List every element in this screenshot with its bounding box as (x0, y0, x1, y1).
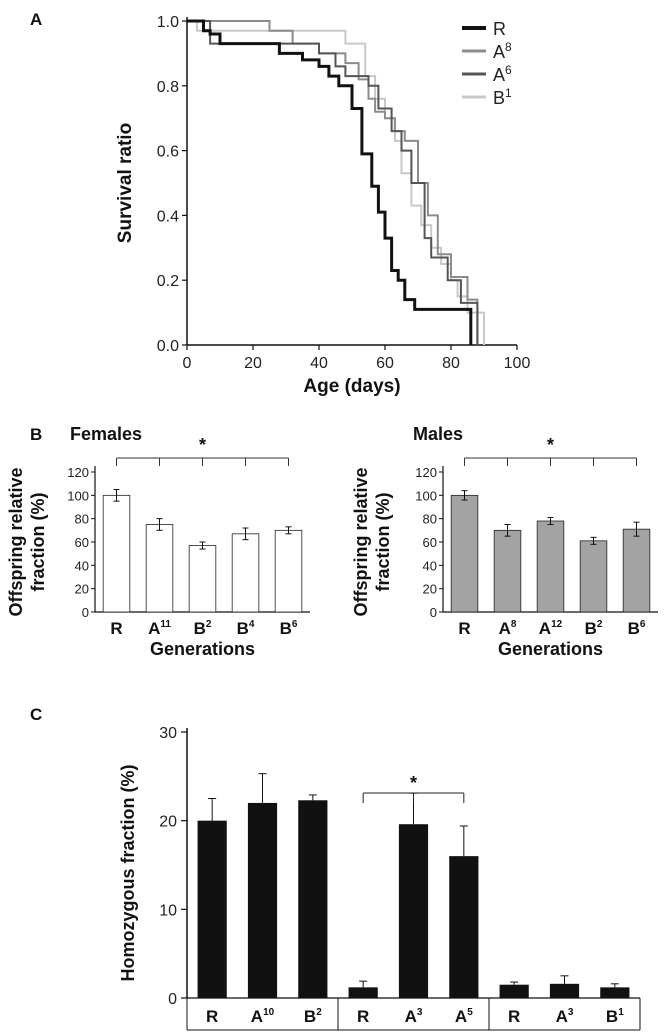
legend-label: A6 (493, 63, 512, 85)
category-label: A5 (455, 1007, 473, 1026)
series-line-a8 (187, 20, 479, 345)
series-line-a6 (187, 20, 479, 345)
y-tick-label: 20 (75, 582, 89, 597)
x-tick-label: 100 (504, 355, 531, 372)
bar (348, 987, 378, 998)
category-label: A3 (556, 1007, 574, 1026)
y-tick-label: 20 (159, 814, 177, 831)
category-label: B2 (194, 619, 212, 638)
category-label: B4 (237, 619, 255, 638)
bar (493, 529, 522, 613)
bar (102, 494, 131, 613)
y-tick-label: 0 (430, 605, 437, 620)
chart-subtitle: Males (413, 424, 463, 444)
y-tick-label: 100 (415, 488, 437, 503)
category-label: A10 (251, 1007, 275, 1026)
chart-subtitle: Females (70, 424, 142, 444)
bar (274, 529, 303, 613)
x-tick-label: 40 (310, 355, 328, 372)
category-label: B2 (304, 1007, 322, 1026)
y-tick-label: 40 (75, 558, 89, 573)
bar (247, 802, 278, 998)
category-label: B1 (606, 1007, 624, 1026)
bar (499, 984, 529, 998)
bar (145, 524, 174, 613)
bar (298, 800, 328, 998)
x-axis-title: Generations (498, 639, 603, 659)
x-tick-label: 80 (442, 355, 460, 372)
category-label: A11 (148, 619, 171, 638)
y-tick-label: 80 (75, 512, 89, 527)
y-tick-label: 0 (168, 991, 177, 1008)
y-axis-title: Homozygous fraction (%) (118, 764, 138, 981)
y-axis-title: Survival ratio (115, 123, 136, 243)
category-label: R (458, 619, 470, 638)
y-axis-title: fraction (%) (373, 492, 393, 591)
legend-label: R (493, 19, 506, 39)
y-tick-label: 120 (67, 465, 89, 480)
panel-letter-c: C (30, 705, 42, 724)
x-axis-title: Age (days) (303, 376, 400, 397)
y-tick-label: 100 (67, 488, 89, 503)
panel-letter-a: A (30, 10, 42, 29)
category-label: R (206, 1007, 218, 1026)
bar (549, 983, 580, 998)
legend-label: B1 (493, 86, 512, 108)
category-label: B6 (280, 619, 298, 638)
y-tick-label: 40 (423, 558, 437, 573)
category-label: A3 (405, 1007, 423, 1026)
homozygous-bar-chart: 0 10 20 30 Homozygous fraction (%) R A10 B2 R A3 A… (118, 725, 641, 1031)
x-tick-label: 20 (244, 355, 262, 372)
y-tick-label: 0.0 (157, 338, 179, 355)
bar (231, 533, 260, 613)
category-label: B2 (585, 619, 603, 638)
x-axis-title: Generations (150, 639, 255, 659)
category-label: A12 (539, 619, 563, 638)
bar (398, 824, 429, 998)
females-bar-chart: Females 0 20 40 60 80 100 120 Offspring relative… (6, 424, 310, 659)
y-tick-label: 0 (82, 605, 89, 620)
y-axis-title: fraction (%) (28, 492, 48, 591)
significance-star: * (199, 435, 206, 455)
category-label: R (110, 619, 122, 638)
y-tick-label: 0.2 (157, 273, 179, 290)
panel-letter-b: B (30, 425, 42, 444)
category-label: R (508, 1007, 520, 1026)
x-tick-label: 60 (376, 355, 394, 372)
x-tick-label: 0 (183, 355, 192, 372)
y-tick-label: 0.8 (157, 79, 179, 96)
survival-chart: 0 20 40 60 80 100 0.0 0.2 0.4 0.6 0.8 1.0 Age (days)… (115, 14, 530, 397)
category-label: B6 (628, 619, 646, 638)
y-tick-label: 60 (423, 535, 437, 550)
y-tick-label: 80 (423, 512, 437, 527)
bar (579, 540, 608, 613)
y-tick-label: 1.0 (157, 14, 179, 31)
bar (188, 545, 217, 613)
y-tick-label: 30 (159, 725, 177, 742)
y-tick-label: 0.4 (157, 208, 179, 225)
bar (622, 528, 651, 613)
category-label: A8 (499, 619, 517, 638)
y-tick-label: 20 (423, 582, 437, 597)
significance-star: * (410, 773, 417, 793)
legend-label: A8 (493, 40, 512, 62)
bar (449, 856, 479, 998)
category-label: R (357, 1007, 369, 1026)
series-line-r (187, 19, 473, 345)
bar (600, 987, 630, 998)
males-bar-chart: Males 0 20 40 60 80 100 120 Offspring relative fr… (351, 424, 658, 659)
bar (197, 820, 227, 998)
bar (450, 494, 479, 613)
y-tick-label: 120 (415, 465, 437, 480)
series-line-b1 (187, 20, 485, 345)
y-tick-label: 60 (75, 535, 89, 550)
y-axis-title: Offspring relative (6, 467, 26, 616)
bar (536, 520, 565, 613)
y-tick-label: 10 (159, 902, 177, 919)
y-tick-label: 0.6 (157, 144, 179, 161)
y-axis-title: Offspring relative (351, 467, 371, 616)
significance-star: * (547, 435, 554, 455)
